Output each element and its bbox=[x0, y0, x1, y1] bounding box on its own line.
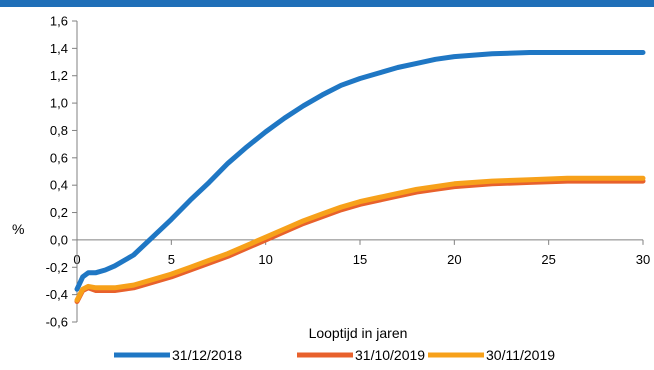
legend-label-3: 30/11/2019 bbox=[486, 347, 555, 363]
y-tick-label: 1,4 bbox=[50, 41, 68, 56]
header-bar bbox=[0, 0, 654, 7]
y-tick-label: -0,6 bbox=[46, 315, 68, 330]
legend-label-1: 31/12/2018 bbox=[172, 347, 242, 363]
y-tick-label: 0,8 bbox=[50, 123, 68, 138]
x-tick-label: 25 bbox=[541, 252, 555, 267]
y-tick-label: 1,6 bbox=[50, 14, 68, 29]
y-axis-title: % bbox=[12, 221, 24, 237]
x-axis: 051015202530 bbox=[73, 239, 650, 267]
legend-label-2: 31/10/2019 bbox=[355, 347, 425, 363]
series-lines bbox=[74, 50, 646, 304]
y-axis: -0,6 -0,4 -0,2 0,0 0,2 0,4 0,6 0,8 1,0 1,2 1,4 1,6 bbox=[46, 14, 77, 330]
y-tick-label: 0,6 bbox=[50, 150, 68, 165]
x-tick-label: 10 bbox=[258, 252, 272, 267]
legend: 31/12/2018 31/10/2019 30/11/2019 bbox=[114, 347, 555, 363]
x-tick-label: 30 bbox=[636, 252, 650, 267]
y-tick-label: 0,2 bbox=[50, 205, 68, 220]
y-tick-label: -0,4 bbox=[46, 287, 68, 302]
y-tick-label: -0,2 bbox=[46, 260, 68, 275]
y-tick-label: 0,4 bbox=[50, 178, 68, 193]
series-line-3 bbox=[74, 175, 646, 303]
x-axis-title: Looptijd in jaren bbox=[309, 325, 408, 341]
x-tick-label: 5 bbox=[168, 252, 175, 267]
y-tick-label: 0,0 bbox=[50, 232, 68, 247]
y-tick-label: 1,2 bbox=[50, 68, 68, 83]
y-tick-label: 1,0 bbox=[50, 96, 68, 111]
series-line-1 bbox=[74, 50, 646, 292]
x-tick-label: 20 bbox=[447, 252, 461, 267]
x-tick-label: 15 bbox=[353, 252, 367, 267]
